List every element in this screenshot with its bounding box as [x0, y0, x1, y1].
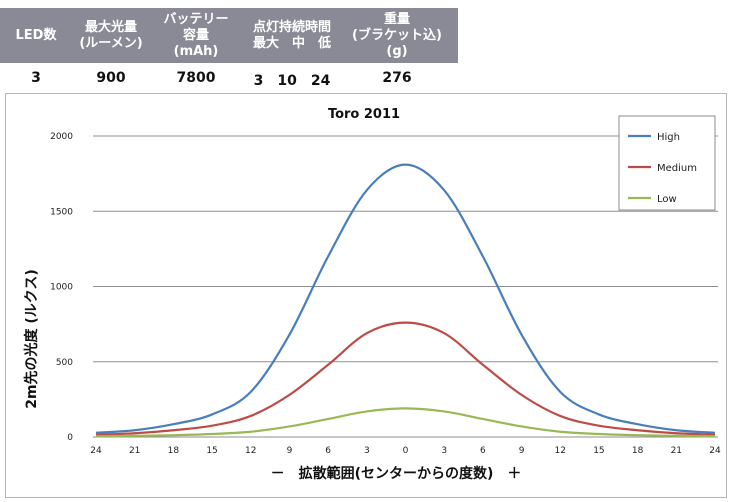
spec-header-3-line-0: 点灯持続時間 [252, 19, 331, 35]
chart-title: Toro 2011 [328, 107, 400, 122]
spec-value-3: 3 10 24 [253, 73, 331, 89]
legend-label-high: High [657, 132, 680, 143]
x-tick-label: 9 [287, 446, 293, 456]
series-line-low [95, 407, 716, 438]
legend-label-medium: Medium [657, 163, 697, 174]
x-tick-label: 24 [709, 446, 721, 456]
spec-header-0-line-0: LED数 [15, 27, 57, 43]
chart-frame: 0 500 1000 1500 2000 24 21 18 15 12 9 6 3 0 3 6 9 12 15 18… [5, 93, 727, 498]
y-tick-label: 0 [67, 433, 73, 443]
x-tick-label: 12 [245, 446, 256, 456]
spec-header-4-line-0: 重量 [383, 11, 410, 27]
x-axis-label: － 拡散範囲(センターからの度数) ＋ [271, 465, 522, 482]
spec-value-0: 3 [31, 70, 41, 86]
y-tick-label: 2000 [50, 132, 73, 142]
y-tick-label: 1500 [50, 207, 73, 217]
x-tick-label: 6 [480, 446, 486, 456]
spec-value-2: 7800 [176, 70, 216, 86]
spec-value-1: 900 [96, 70, 126, 86]
spec-header-2-line-0: バッテリー [163, 11, 229, 27]
series-line-high [95, 163, 716, 434]
x-tick-label: 6 [325, 446, 331, 456]
x-tick-label: 3 [441, 446, 447, 456]
y-tick-label: 500 [56, 358, 73, 368]
x-tick-label: 9 [519, 446, 525, 456]
spec-table-header [0, 8, 458, 63]
y-axis-label: 2m先の光度 (ルクス) [23, 269, 40, 409]
spec-header-3-line-1: 最大 中 低 [252, 35, 331, 51]
x-tick-label: 0 [403, 446, 409, 456]
spec-header-1-line-1: (ルーメン) [79, 35, 143, 51]
spec-value-4: 276 [382, 70, 412, 86]
x-tick-label: 12 [555, 446, 566, 456]
x-tick-label: 15 [206, 446, 217, 456]
spec-header-2-line-2: (mAh) [173, 43, 219, 59]
spec-header-4-line-1: (ブラケット込) [352, 27, 442, 43]
legend: High Medium Low [618, 115, 716, 211]
legend-label-low: Low [657, 194, 677, 205]
x-tick-label: 24 [90, 446, 102, 456]
series-line-medium [95, 321, 716, 436]
x-tick-label: 21 [129, 446, 140, 456]
x-tick-label: 21 [671, 446, 682, 456]
x-tick-label: 3 [364, 446, 370, 456]
x-tick-label: 18 [632, 446, 644, 456]
x-tick-label: 18 [168, 446, 180, 456]
spec-header-1-line-0: 最大光量 [84, 19, 137, 35]
spec-header-2-line-1: 容量 [182, 27, 209, 43]
x-tick-label: 15 [593, 446, 604, 456]
y-tick-label: 1000 [50, 283, 73, 293]
spec-header-4-line-2: (g) [386, 43, 408, 59]
light-intensity-chart: 0 500 1000 1500 2000 24 21 18 15 12 9 6 3 0 3 6 9 12 15 18… [23, 107, 721, 482]
